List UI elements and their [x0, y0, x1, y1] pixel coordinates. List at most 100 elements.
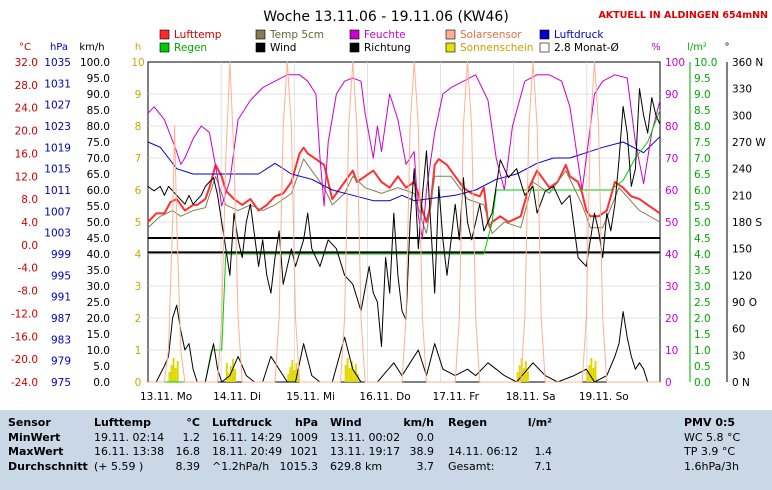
stats-col-luftdruck: Luftdruck hPa 16.11. 14:29 1009 18.11. 20:… — [212, 416, 320, 474]
axis-unit-wind: km/h — [79, 42, 104, 53]
sunshine-bar — [168, 372, 171, 382]
sunshine-bar — [234, 369, 237, 382]
axis-tick-rain: 3.0 — [694, 281, 711, 293]
axis-tick-pressure: 1007 — [44, 206, 71, 218]
stats-value: 38.9 — [409, 445, 435, 458]
axis-tick-temp: 12.0 — [15, 171, 38, 183]
stats-col-wind: Wind km/h 13.11. 00:02 0.0 13.11. 19:17 38.… — [330, 416, 436, 474]
axis-tick-sun: 2 — [135, 313, 142, 325]
stats-value: 1009 — [290, 430, 318, 444]
axis-tick-temp: 4.0 — [21, 217, 38, 229]
stats-cell: 13.11. 19:17 — [330, 445, 401, 458]
stats-cell: Gesamt: — [448, 459, 495, 473]
axis-tick-wind: 10.0 — [87, 345, 110, 357]
axis-tick-pressure: 983 — [51, 334, 71, 346]
axis-tick-temp: 32.0 — [15, 57, 38, 69]
legend-label: Solarsensor — [460, 29, 522, 41]
axis-tick-rain: 4.5 — [694, 233, 711, 245]
legend-swatch — [539, 29, 550, 40]
axis-tick-humidity: 70 — [665, 153, 678, 165]
axis-tick-wind: 70.0 — [87, 153, 110, 165]
sunshine-bar — [346, 358, 349, 382]
axis-tick-wind: 50.0 — [87, 217, 110, 229]
axis-tick-pressure: 991 — [51, 292, 71, 304]
axis-tick-humidity: 100 — [665, 57, 685, 69]
legend-swatch — [159, 42, 170, 53]
axis-tick-humidity: 40 — [665, 249, 678, 261]
axis-tick-pressure: 1015 — [44, 164, 71, 176]
axis-tick-wind: 35.0 — [87, 265, 110, 277]
axis-tick-direction: 150 — [732, 244, 752, 256]
axis-tick-humidity: 80 — [665, 121, 678, 133]
axis-tick-wind: 30.0 — [87, 281, 110, 293]
legend-label: Luftdruck — [554, 29, 604, 41]
axis-tick-pressure: 1003 — [44, 228, 71, 240]
axis-tick-pressure: 979 — [51, 356, 71, 368]
stats-row-label: MinWert — [8, 430, 61, 444]
axis-tick-direction: 90 O — [732, 297, 757, 309]
axis-tick-temp: 24.0 — [15, 103, 38, 115]
x-tick-label: 17.11. Fr — [433, 391, 480, 403]
axis-tick-wind: 20.0 — [87, 313, 110, 325]
legend-swatch — [349, 29, 360, 40]
legend-label: Wind — [270, 42, 296, 54]
sunshine-bar — [287, 374, 290, 382]
sunshine-bar — [174, 368, 177, 382]
stats-value: 7.1 — [534, 459, 553, 473]
legend-swatch — [349, 42, 360, 53]
sunshine-bar — [354, 364, 357, 382]
stats-value: 1021 — [290, 445, 318, 458]
axis-tick-sun: 9 — [135, 89, 142, 101]
stats-value: 1015.3 — [279, 459, 319, 473]
axis-tick-rain: 5.0 — [694, 217, 711, 229]
axis-tick-temp: 28.0 — [15, 80, 38, 92]
axis-tick-rain: 0.0 — [694, 377, 711, 389]
sunshine-bar — [170, 365, 173, 382]
axis-tick-sun: 0 — [135, 377, 142, 389]
axis-tick-pressure: 987 — [51, 313, 71, 325]
axis-tick-rain: 2.0 — [694, 313, 711, 325]
axis-tick-pressure: 975 — [51, 377, 71, 389]
legend-swatch — [539, 42, 550, 53]
stats-unit: °C — [186, 416, 200, 429]
axis-tick-rain: 1.5 — [694, 329, 711, 341]
axis-tick-sun: 1 — [135, 345, 142, 357]
legend-label: Lufttemp — [174, 29, 222, 41]
axis-tick-rain: 3.5 — [694, 265, 711, 277]
stats-row-label: Durchschnitt — [8, 459, 88, 473]
header-note: AKTUELL IN ALDINGEN 654mNN — [598, 10, 768, 21]
axis-tick-wind: 75.0 — [87, 137, 110, 149]
legend-label: Regen — [174, 42, 207, 54]
axis-tick-wind: 65.0 — [87, 169, 110, 181]
legend-swatch — [445, 29, 456, 40]
x-tick-label: 15.11. Mi — [286, 391, 335, 403]
sunshine-bar — [293, 370, 296, 382]
sunshine-bar — [225, 363, 228, 382]
sunshine-bar — [291, 360, 294, 382]
stats-unit: l/m² — [527, 416, 552, 429]
axis-tick-wind: 85.0 — [87, 105, 110, 117]
axis-tick-pressure: 999 — [51, 249, 71, 261]
stats-cell: 1.6hPa/3h — [684, 459, 740, 473]
stats-cell: 16.11. 13:38 — [94, 445, 165, 458]
axis-tick-wind: 45.0 — [87, 233, 110, 245]
axis-tick-rain: 7.5 — [694, 137, 711, 149]
axis-tick-temp: -12.0 — [11, 308, 38, 320]
axis-tick-sun: 5 — [135, 217, 142, 229]
sunshine-bar — [586, 372, 589, 382]
axis-tick-humidity: 20 — [665, 313, 678, 325]
axis-tick-temp: -24.0 — [11, 377, 38, 389]
sunshine-bar — [522, 368, 525, 382]
legend-swatch — [159, 29, 170, 40]
axis-tick-direction: 330 — [732, 84, 752, 96]
legend-label: Richtung — [364, 42, 411, 54]
sunshine-bar — [592, 368, 595, 382]
weather-chart: Woche 13.11.06 - 19.11.06 (KW46) AKTUELL … — [11, 9, 768, 403]
stats-value: 3.7 — [416, 459, 435, 473]
series-line-temp-5cm — [147, 158, 661, 234]
axis-tick-wind: 60.0 — [87, 185, 110, 197]
axis-tick-pressure: 1031 — [44, 78, 71, 90]
sunshine-bar — [526, 371, 529, 382]
stats-header: PMV 0:5 — [684, 416, 736, 429]
axis-tick-wind: 100.0 — [80, 57, 110, 69]
